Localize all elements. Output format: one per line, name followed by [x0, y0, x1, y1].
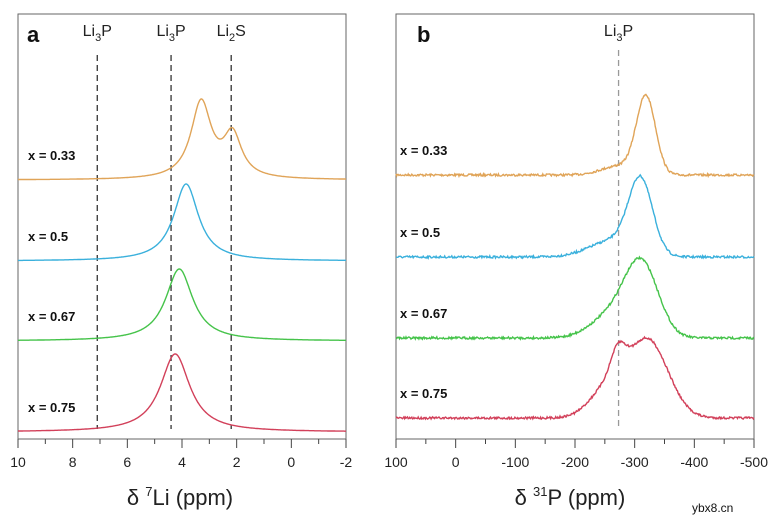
reference-line-label: Li3P [604, 23, 633, 44]
x-tick-label: 0 [452, 454, 460, 470]
sample-label: x = 0.33 [28, 148, 75, 163]
x-tick-label: -400 [680, 454, 708, 470]
watermark: ybx8.cn [692, 501, 733, 515]
panel-b-p31-nmr: b δ 31P (ppm) 100 0 -100 -200 -300 -400 -500 Li… [384, 13, 768, 510]
spectrum-line-0.67 [18, 268, 346, 341]
x-tick-label: 100 [384, 454, 408, 470]
spectrum-line-0.5 [18, 183, 346, 262]
sample-label: x = 0.75 [400, 386, 447, 401]
x-tick-label: 8 [69, 454, 77, 470]
panel-b-frame [395, 13, 755, 440]
panel-b-x-axis-title: δ 31P (ppm) [515, 484, 626, 510]
spectrum-line-0.33 [18, 98, 346, 181]
panel-a-letter: a [27, 22, 40, 47]
x-tick-label: -500 [740, 454, 768, 470]
x-tick-label: 2 [233, 454, 241, 470]
spectrum-line-0.33 [395, 93, 755, 179]
sample-label: x = 0.33 [400, 143, 447, 158]
x-tick-label: 0 [287, 454, 295, 470]
spectrum-line-0.75 [395, 335, 755, 421]
sample-label: x = 0.67 [400, 306, 447, 321]
sample-label: x = 0.67 [28, 309, 75, 324]
panel-a-li7-nmr: a δ 7Li (ppm) 10 8 6 4 2 0 -2 Li3P Li3P Li2S x = 0… [10, 13, 353, 510]
x-tick-label: 4 [178, 454, 186, 470]
spectrum-line-0.75 [18, 353, 346, 432]
reference-line-label: Li3P [83, 23, 112, 44]
sample-label: x = 0.5 [28, 229, 68, 244]
x-tick-label: -100 [501, 454, 529, 470]
panel-a-x-axis-title: δ 7Li (ppm) [127, 484, 233, 510]
spectrum-line-0.5 [396, 173, 755, 261]
x-tick-label: -2 [340, 454, 353, 470]
panel-a-frame [17, 13, 347, 440]
sample-label: x = 0.75 [28, 400, 75, 415]
x-tick-label: -300 [621, 454, 649, 470]
sample-label: x = 0.5 [400, 225, 440, 240]
x-tick-label: -200 [561, 454, 589, 470]
reference-line-label: Li2S [217, 23, 246, 44]
panel-b-letter: b [417, 22, 430, 47]
x-tick-label: 6 [123, 454, 131, 470]
reference-line-label: Li3P [156, 23, 185, 44]
spectrum-line-0.67 [395, 255, 755, 341]
x-tick-label: 10 [10, 454, 26, 470]
